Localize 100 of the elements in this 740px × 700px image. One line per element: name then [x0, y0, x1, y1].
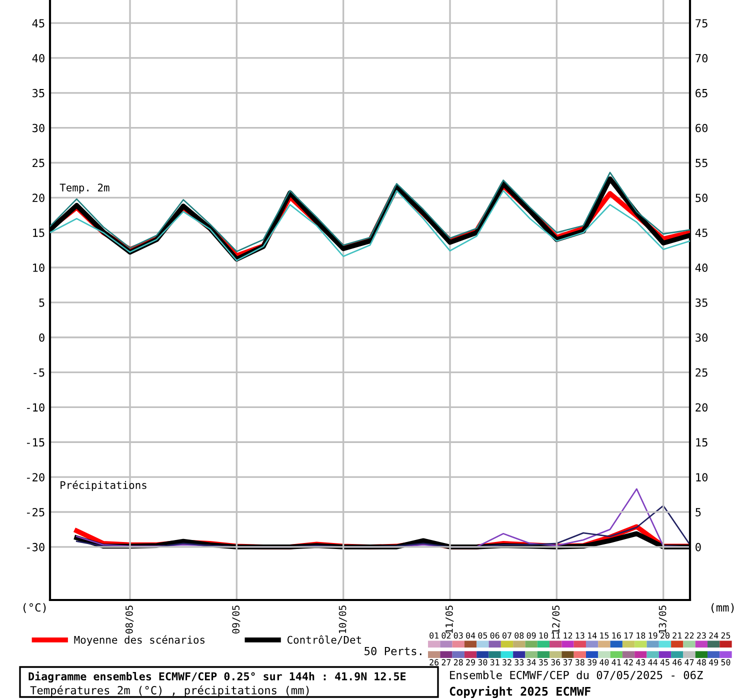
text: 14	[588, 632, 597, 639]
y2-tick-label: 35	[696, 298, 708, 307]
text: 22	[684, 632, 694, 639]
text: 49	[708, 659, 718, 666]
text: Diagramme ensembles ECMWF/CEP 0.25° sur 144h : 41.9N 12.5E	[28, 671, 406, 683]
y-tick-label: -5	[34, 368, 44, 377]
text: 38	[575, 659, 584, 666]
text: 10	[539, 632, 548, 639]
y-axis-title: (°C)	[24, 603, 46, 613]
y2-tick-label: 70	[696, 54, 708, 62]
y-tick-label: -20	[27, 473, 44, 482]
text: 40	[600, 659, 609, 666]
text: 50	[721, 659, 730, 666]
y2-tick-label: 25	[696, 368, 708, 377]
x-tick-label: 10/05	[338, 606, 347, 633]
x-tick-label: 08/05	[125, 606, 134, 634]
x-tick-label: 13/05	[658, 606, 667, 633]
text: 05	[478, 632, 488, 639]
y-tick-label: 35	[32, 88, 44, 98]
legend-label: Contrôle/Det	[287, 635, 362, 645]
y-tick-label: -15	[27, 438, 44, 447]
y2-tick-label: 45	[695, 228, 708, 238]
text: 21	[672, 632, 682, 639]
y-tick-label: 45	[32, 19, 44, 28]
text: 29	[466, 659, 475, 666]
text: 35	[538, 659, 548, 666]
y2-tick-label: 55	[696, 158, 708, 168]
text: 47	[684, 659, 694, 666]
text: 01	[430, 632, 439, 639]
text: 16	[612, 632, 621, 639]
text: 43	[636, 659, 646, 666]
annotation: Précipitations	[60, 480, 146, 492]
y-tick-label: 0	[39, 333, 44, 342]
text: 44	[648, 659, 658, 666]
x-tick-label: 11/05	[445, 606, 454, 633]
text: 06	[490, 632, 500, 639]
y-tick-label: -30	[27, 542, 44, 552]
text: 42	[624, 659, 633, 666]
y2-tick-label: 10	[696, 473, 708, 482]
x-tick-label: 09/05	[232, 606, 240, 634]
y-tick-label: 30	[32, 124, 44, 132]
text: 32	[502, 659, 512, 666]
y2-tick-label: 0	[696, 542, 701, 552]
y2-tick-label: 65	[696, 88, 708, 98]
y2-tick-label: 50	[696, 194, 708, 202]
text: 18	[636, 632, 646, 639]
y2-tick-label: 30	[696, 333, 708, 342]
y2-tick-label: 5	[696, 508, 701, 516]
text: 48	[696, 659, 706, 666]
text: 30	[478, 659, 488, 666]
text: 50 Perts.	[364, 646, 422, 656]
y2-tick-label: 15	[696, 438, 708, 447]
text: 39	[588, 659, 597, 666]
text: 24	[709, 632, 718, 639]
y-tick-label: -25	[27, 508, 44, 516]
y-tick-label: 25	[32, 158, 44, 168]
text: 36	[551, 659, 560, 666]
text: 04	[466, 632, 476, 639]
y2-tick-label: 20	[696, 403, 708, 412]
text: Ensemble ECMWF/CEP du 07/05/2025 - 06Z	[450, 670, 703, 680]
y2-axis-title: (mm)	[712, 603, 734, 613]
y2-tick-label: 75	[696, 19, 708, 28]
text: Températures 2m (°C) , précipitations (mm)	[30, 685, 309, 697]
text: 31	[490, 659, 500, 666]
text: 41	[612, 659, 621, 666]
text: 27	[442, 659, 451, 666]
line-series	[50, 172, 690, 252]
text: 03	[454, 632, 463, 639]
y-tick-label: -10	[27, 403, 44, 412]
text: 25	[721, 632, 730, 639]
text: 19	[648, 632, 658, 639]
text: 12	[564, 632, 572, 639]
text: 02	[442, 632, 451, 639]
legend-label: Moyenne des scénarios	[74, 635, 204, 646]
y-tick-label: 10	[33, 264, 44, 272]
x-tick-label: 12/05	[552, 606, 560, 633]
text: 09	[526, 632, 536, 639]
y-tick-label: 5	[39, 298, 44, 307]
text: 26	[430, 659, 439, 666]
text: 37	[563, 659, 572, 666]
y-tick-label: 40	[32, 54, 44, 62]
annotation: Temp. 2m	[60, 184, 110, 194]
text: 08	[514, 632, 524, 639]
y-tick-label: 15	[33, 228, 44, 238]
text: 13	[576, 632, 584, 639]
y-tick-label: 20	[32, 194, 44, 202]
text: 46	[672, 659, 682, 666]
text: 33	[514, 659, 524, 666]
text: 17	[624, 632, 633, 639]
y2-tick-label: 40	[695, 264, 708, 272]
text: 11	[552, 632, 560, 639]
y2-tick-label: 60	[696, 124, 708, 132]
text: 20	[660, 632, 670, 639]
text: 45	[660, 659, 670, 666]
text: 34	[526, 659, 536, 666]
text: 15	[600, 632, 609, 639]
text: 07	[502, 632, 512, 639]
text: Copyright 2025 ECMWF	[450, 686, 590, 698]
text: 28	[454, 659, 463, 666]
text: 23	[697, 632, 706, 639]
